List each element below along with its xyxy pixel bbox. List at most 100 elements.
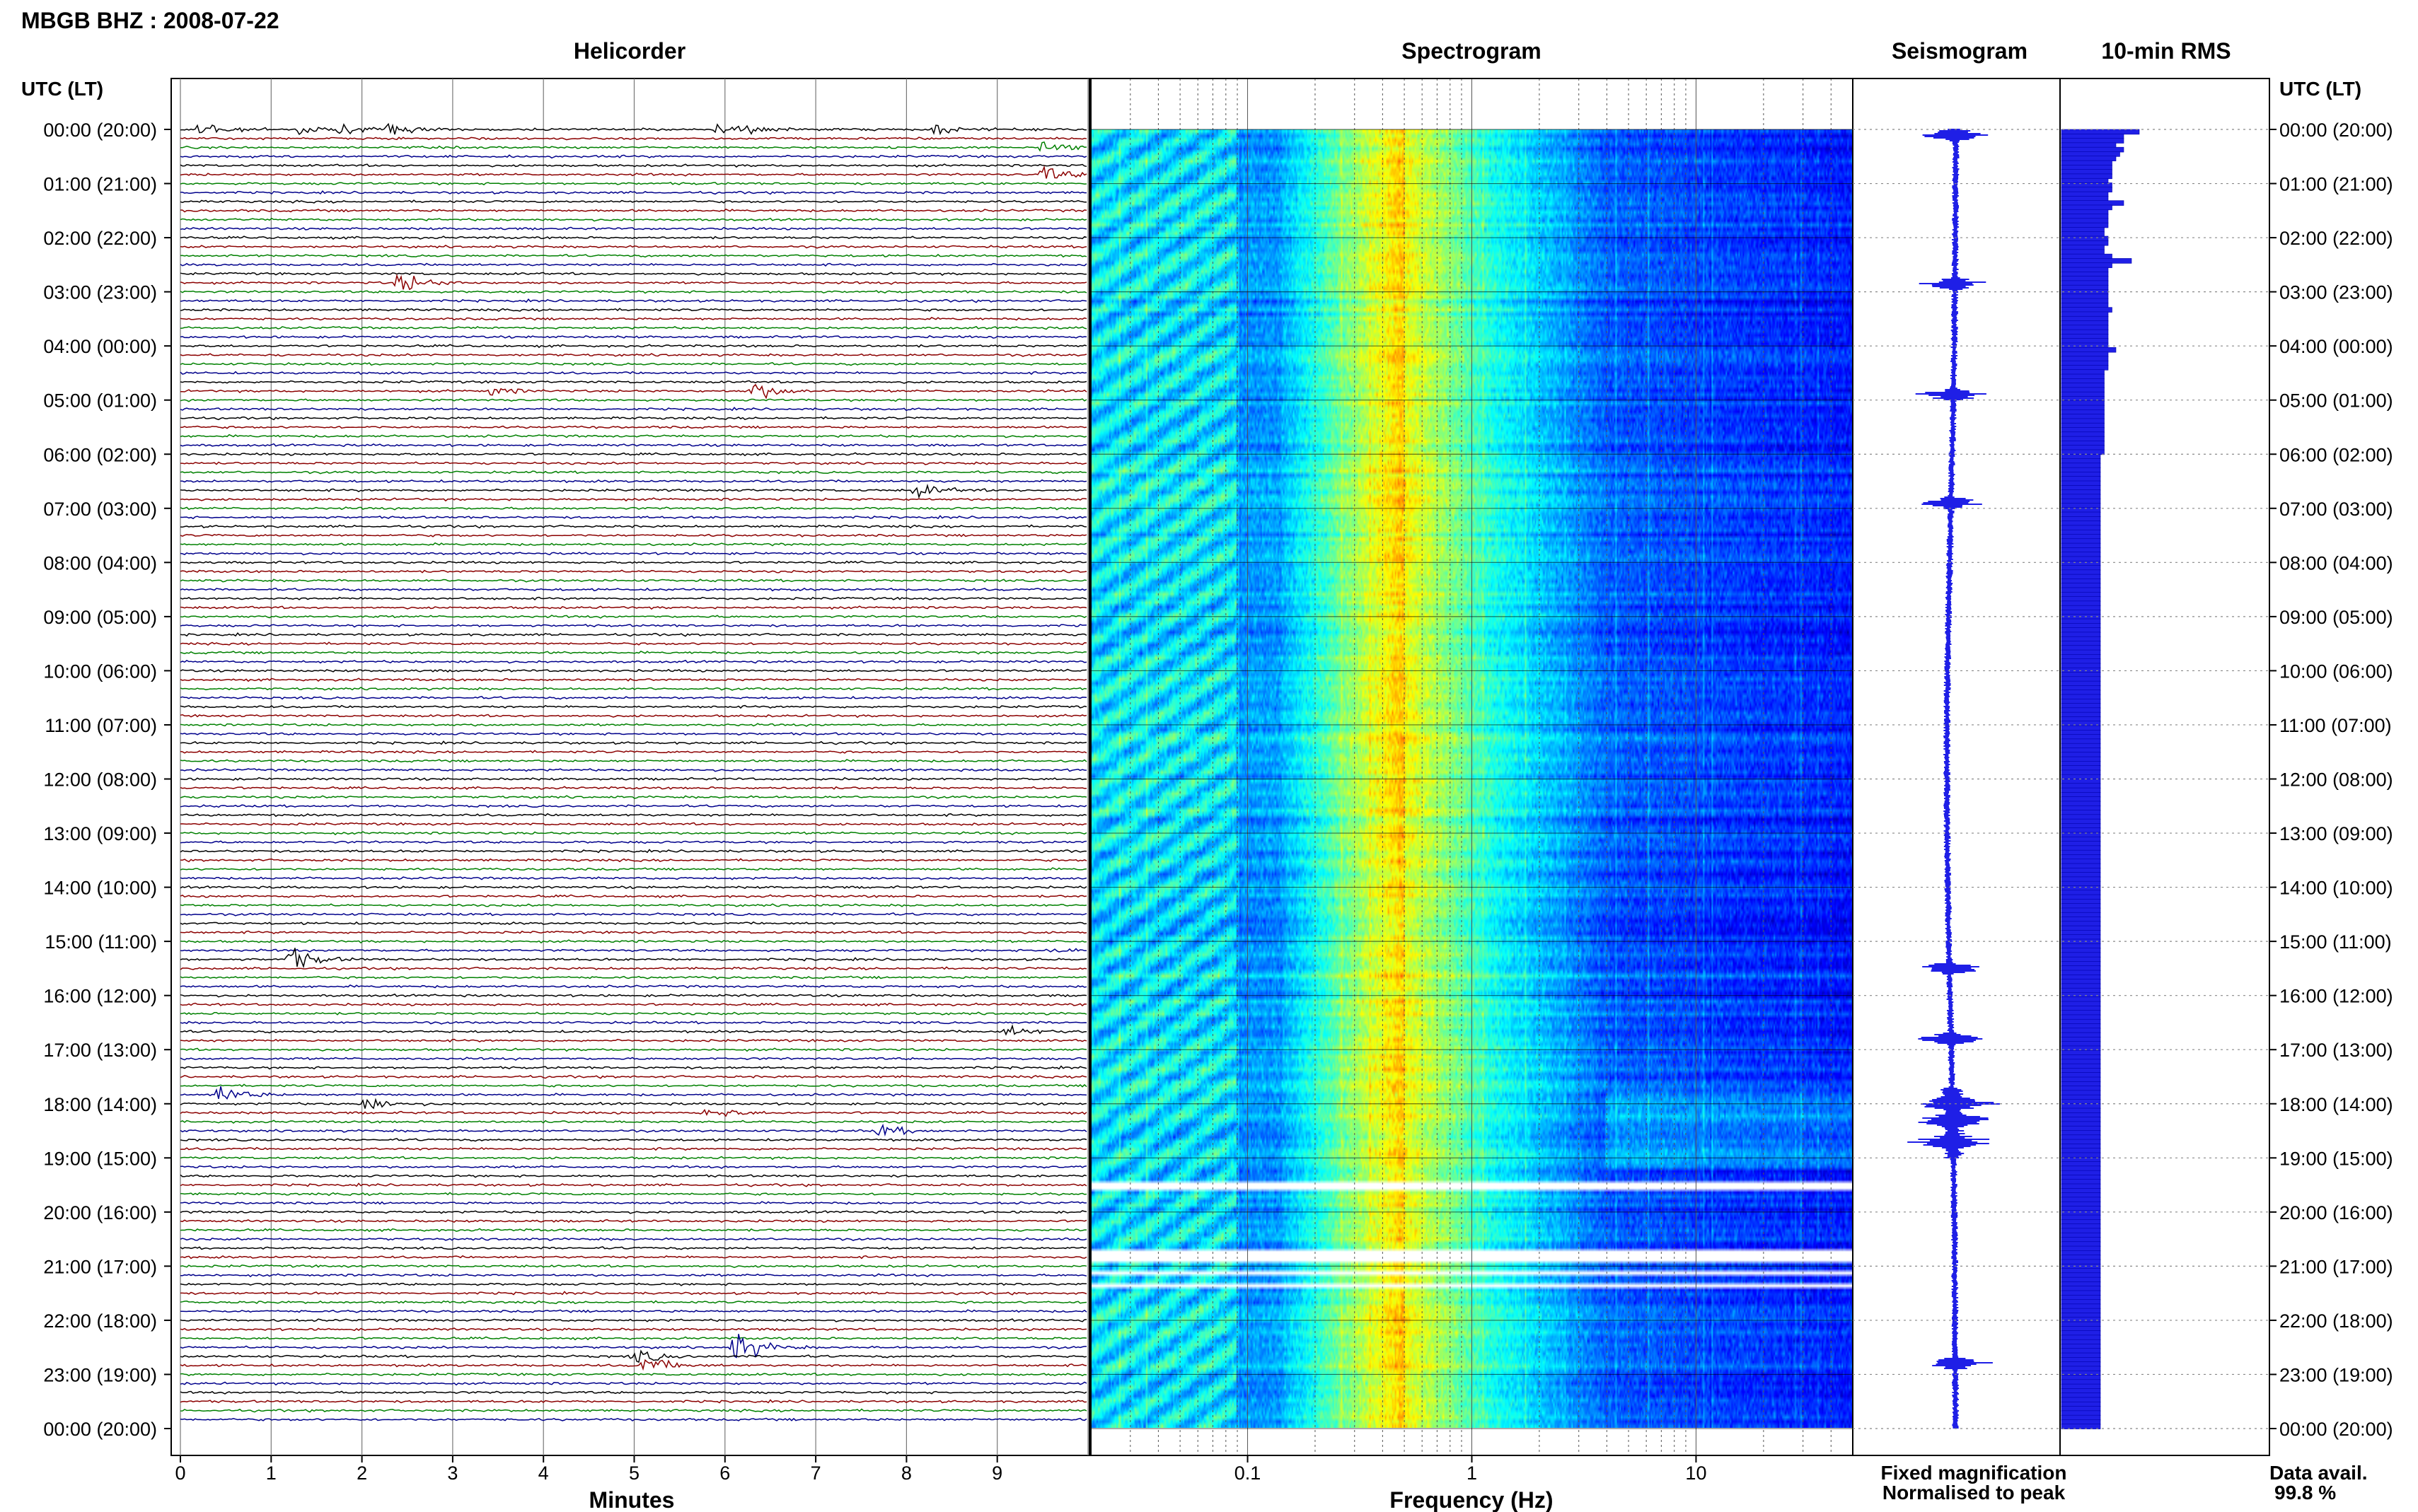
rms-bar xyxy=(2061,494,2101,500)
time-label-left: 15:00 (11:00) xyxy=(45,931,157,953)
helicorder-trace xyxy=(180,587,1087,592)
rms-bar xyxy=(2061,258,2132,264)
helicorder-trace xyxy=(180,344,1087,349)
rms-bar xyxy=(2061,1210,2101,1216)
rms-bar xyxy=(2061,841,2101,847)
rms-bar xyxy=(2061,276,2109,281)
helicorder-trace xyxy=(180,533,1087,537)
helicorder-trace xyxy=(180,1309,1087,1313)
rms-bar xyxy=(2061,676,2101,682)
rms-bar xyxy=(2061,214,2109,219)
helicorder-trace xyxy=(180,885,1087,890)
rms-bar xyxy=(2061,716,2101,722)
rms-bar xyxy=(2061,1397,2101,1403)
time-label-right: 13:00 (09:00) xyxy=(2279,823,2393,844)
rms-bar xyxy=(2061,1183,2101,1190)
spectrogram-title: Spectrogram xyxy=(1401,38,1541,64)
helicorder-trace xyxy=(180,578,1087,583)
helicorder-trace xyxy=(180,1300,1087,1305)
rms-bar xyxy=(2061,1028,2101,1033)
helicorder-trace xyxy=(180,975,1087,979)
time-label-left: 13:00 (09:00) xyxy=(43,823,157,844)
helicorder-trace xyxy=(180,497,1087,502)
rms-bar xyxy=(2061,1232,2101,1238)
rms-bar xyxy=(2061,156,2117,161)
helicorder-trace xyxy=(180,993,1087,998)
helicorder-trace xyxy=(180,1065,1087,1070)
rms-bar xyxy=(2061,511,2101,518)
rms-bar xyxy=(2061,315,2109,322)
helicorder-trace xyxy=(180,308,1087,313)
legend-fixed: Fixed magnification xyxy=(1881,1462,2067,1484)
rms-bar xyxy=(2061,1299,2101,1305)
rms-bar xyxy=(2061,1272,2101,1279)
helicorder-trace xyxy=(180,425,1087,429)
rms-bar xyxy=(2061,1286,2101,1291)
rms-bar xyxy=(2061,885,2101,891)
rms-bar xyxy=(2061,1313,2101,1318)
helicorder-trace xyxy=(180,750,1087,755)
rms-bar xyxy=(2061,796,2101,802)
helicorder-trace xyxy=(180,1273,1087,1278)
time-label-left: 06:00 (02:00) xyxy=(43,444,157,465)
rms-bar xyxy=(2061,1383,2101,1390)
rms-bar xyxy=(2061,1259,2101,1265)
helicorder-trace xyxy=(180,930,1087,935)
helicorder-trace xyxy=(180,235,1087,240)
rms-bar xyxy=(2061,1010,2101,1016)
helicorder-trace xyxy=(180,1086,1087,1100)
rms-bar xyxy=(2061,992,2101,998)
rms-bar xyxy=(2061,356,2109,362)
rms-bar xyxy=(2061,1032,2101,1038)
time-label-right: 08:00 (04:00) xyxy=(2279,552,2393,574)
helicorder-trace xyxy=(180,434,1087,438)
rms-bar xyxy=(2061,284,2109,291)
rms-bar xyxy=(2061,1081,2101,1087)
rms-bar xyxy=(2061,138,2124,144)
rms-bar xyxy=(2061,1237,2101,1243)
helicorder-trace xyxy=(180,1210,1087,1214)
rms-bar xyxy=(2061,409,2105,415)
rms-bar xyxy=(2061,698,2101,704)
rms-bar xyxy=(2061,303,2109,308)
rms-bar xyxy=(2061,383,2105,388)
rms-bar xyxy=(2061,1041,2101,1047)
helicorder-trace xyxy=(180,1201,1087,1205)
helicorder-trace xyxy=(180,1264,1087,1269)
rms-bar xyxy=(2061,280,2109,286)
rms-bar xyxy=(2061,845,2101,851)
rms-bar xyxy=(2061,748,2101,753)
rms-bar xyxy=(2061,610,2101,615)
time-axes: 00:00 (20:00) 00:00 (20:00) 01:00 (21:00) 0… xyxy=(43,120,2393,1440)
time-label-left: 22:00 (18:00) xyxy=(43,1310,157,1332)
rms-bar xyxy=(2061,663,2101,669)
rms-bar xyxy=(2061,623,2101,629)
time-label-left: 00:00 (20:00) xyxy=(43,120,157,141)
helicorder-trace xyxy=(180,1219,1087,1223)
rms-bar xyxy=(2061,868,2101,873)
rms-bar xyxy=(2061,1018,2101,1025)
spectrogram-xtick-label: 0.1 xyxy=(1234,1462,1261,1484)
helicorder-trace xyxy=(180,461,1087,465)
rms-bar xyxy=(2061,1214,2101,1221)
rms-bar xyxy=(2061,467,2101,473)
rms-bar xyxy=(2061,600,2101,607)
rms-bar xyxy=(2061,516,2101,522)
time-label-left: 09:00 (05:00) xyxy=(43,607,157,628)
helicorder-trace xyxy=(180,1120,1087,1124)
rms-bar xyxy=(2061,1125,2101,1132)
helicorder-trace xyxy=(180,723,1087,727)
helicorder-trace xyxy=(180,317,1087,321)
rms-bar xyxy=(2061,880,2101,887)
helicorder-trace xyxy=(180,290,1087,294)
helicorder-trace xyxy=(180,353,1087,357)
time-label-right: 09:00 (05:00) xyxy=(2279,607,2393,628)
helicorder-trace xyxy=(180,786,1087,791)
rms-bar xyxy=(2061,907,2101,914)
rms-bar xyxy=(2061,1001,2101,1007)
rms-bar xyxy=(2061,1357,2101,1363)
helicorder-xtick-label: 6 xyxy=(719,1462,730,1484)
rms-bar xyxy=(2061,1068,2101,1074)
time-label-right: 17:00 (13:00) xyxy=(2279,1040,2393,1061)
helicorder-xtick-label: 4 xyxy=(538,1462,549,1484)
